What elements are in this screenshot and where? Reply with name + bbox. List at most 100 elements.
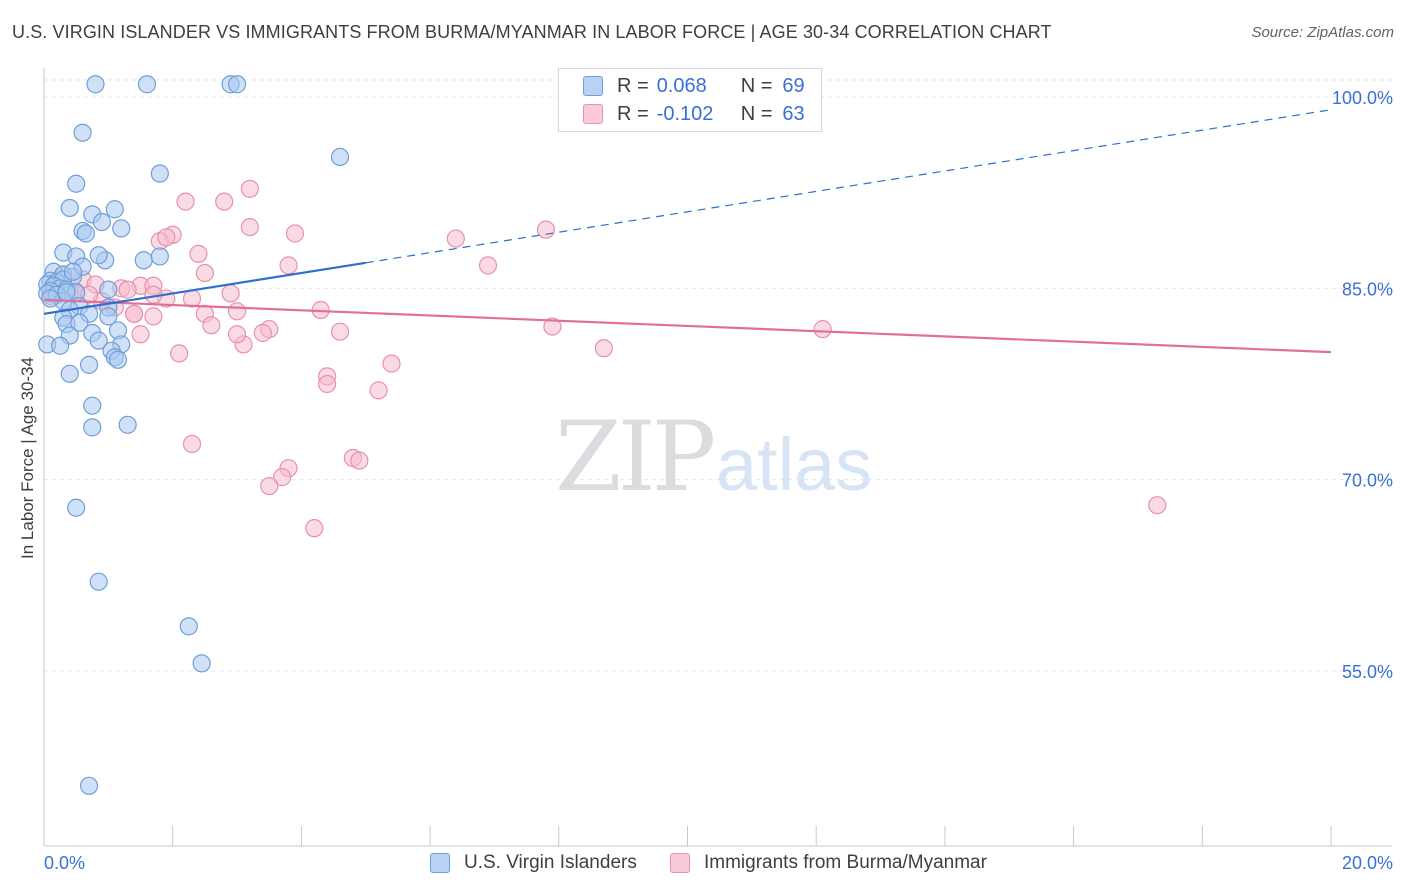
pink-point <box>1148 496 1167 515</box>
blue-point <box>60 198 79 218</box>
blue-point <box>41 289 60 308</box>
blue-point <box>60 364 79 383</box>
blue-point <box>137 75 157 94</box>
r-label: R = <box>617 102 649 125</box>
blue-point <box>108 350 128 369</box>
n-label: N = <box>740 74 773 97</box>
y-tick-label: 55.0% <box>1342 662 1393 682</box>
n-label: N = <box>740 102 773 125</box>
pink-point <box>227 325 247 344</box>
pink-point <box>318 374 337 394</box>
blue-point <box>99 307 118 326</box>
blue-point <box>67 498 86 517</box>
legend-item-virgin-islanders: U.S. Virgin Islanders <box>430 852 637 874</box>
blue-point <box>118 415 137 434</box>
blue-point <box>89 246 108 265</box>
blue-point <box>99 280 118 299</box>
blue-swatch-icon <box>583 76 603 96</box>
pink-point <box>330 322 350 341</box>
blue-point <box>83 418 102 437</box>
blue-point <box>92 212 112 232</box>
blue-point <box>67 174 86 193</box>
pink-point <box>195 263 214 283</box>
pink-point <box>227 302 247 321</box>
n-value-pink: 63 <box>782 102 805 125</box>
r-value-blue: 0.068 <box>656 74 707 97</box>
pink-swatch-icon <box>670 853 690 873</box>
blue-trend-line <box>43 261 366 315</box>
y-tick-label: 100.0% <box>1332 88 1393 108</box>
blue-point <box>83 396 102 415</box>
pink-point <box>446 229 465 248</box>
pink-point <box>124 304 144 323</box>
pink-point <box>176 192 195 211</box>
blue-trend-line-dashed <box>365 109 1332 264</box>
pink-point <box>382 354 401 373</box>
legend-label-virgin-islanders: U.S. Virgin Islanders <box>464 852 637 873</box>
blue-swatch-icon <box>430 853 450 873</box>
pink-point <box>478 256 498 275</box>
pink-point <box>813 320 832 339</box>
blue-point <box>179 617 198 636</box>
blue-point <box>227 75 247 94</box>
pink-point <box>543 317 562 336</box>
x-tick-label: 0.0% <box>44 853 85 873</box>
pink-trend-line <box>43 298 1332 354</box>
pink-point <box>189 244 208 263</box>
blue-point <box>330 147 350 167</box>
stats-legend: R = 0.068 N = 69 R = -0.102 N = 63 <box>558 68 822 132</box>
pink-point <box>240 218 260 237</box>
blue-point <box>150 164 169 183</box>
blue-point <box>89 331 108 350</box>
pink-point <box>221 284 240 303</box>
pink-point <box>350 451 369 470</box>
pink-point <box>182 434 202 454</box>
n-value-blue: 69 <box>782 74 805 97</box>
stats-legend-row-pink: R = -0.102 N = 63 <box>559 100 805 128</box>
blue-point <box>86 75 105 94</box>
blue-point <box>192 654 211 673</box>
pink-point <box>279 256 298 275</box>
y-tick-label: 85.0% <box>1342 279 1393 299</box>
pink-point <box>260 476 279 496</box>
blue-point <box>112 219 131 238</box>
watermark-zip: ZIP <box>555 401 714 513</box>
blue-point <box>70 313 89 332</box>
legend-label-burma-myanmar: Immigrants from Burma/Myanmar <box>704 852 987 873</box>
blue-point <box>79 355 99 374</box>
x-tick-label: 20.0% <box>1342 853 1393 873</box>
pink-point <box>131 325 150 344</box>
blue-point <box>89 572 108 591</box>
chart-title: U.S. VIRGIN ISLANDER VS IMMIGRANTS FROM … <box>12 22 1052 42</box>
pink-point <box>594 339 613 358</box>
blue-point <box>76 224 95 243</box>
pink-point <box>369 381 388 400</box>
pink-point <box>285 224 305 243</box>
watermark-atlas: atlas <box>716 423 872 506</box>
pink-point <box>170 344 189 363</box>
pink-point <box>253 323 272 343</box>
pink-point <box>118 280 137 299</box>
pink-point <box>272 468 292 487</box>
blue-point <box>105 200 124 219</box>
pink-point <box>215 192 234 211</box>
legend-item-burma-myanmar: Immigrants from Burma/Myanmar <box>670 852 987 874</box>
source-label: Source: ZipAtlas.com <box>1251 24 1394 41</box>
pink-point <box>202 316 221 335</box>
pink-point <box>536 220 556 239</box>
blue-point <box>150 247 169 266</box>
blue-point <box>50 336 70 355</box>
pink-point <box>240 179 260 198</box>
pink-point <box>157 228 176 247</box>
series-legend: U.S. Virgin Islanders Immigrants from Bu… <box>0 852 1406 878</box>
blue-point <box>63 262 83 281</box>
r-label: R = <box>617 74 649 97</box>
r-value-pink: -0.102 <box>656 102 714 125</box>
blue-point <box>134 251 153 270</box>
pink-point <box>144 307 163 326</box>
pink-point <box>305 519 324 538</box>
blue-point <box>73 123 92 142</box>
blue-point <box>57 283 76 302</box>
y-tick-label: 70.0% <box>1342 471 1393 491</box>
